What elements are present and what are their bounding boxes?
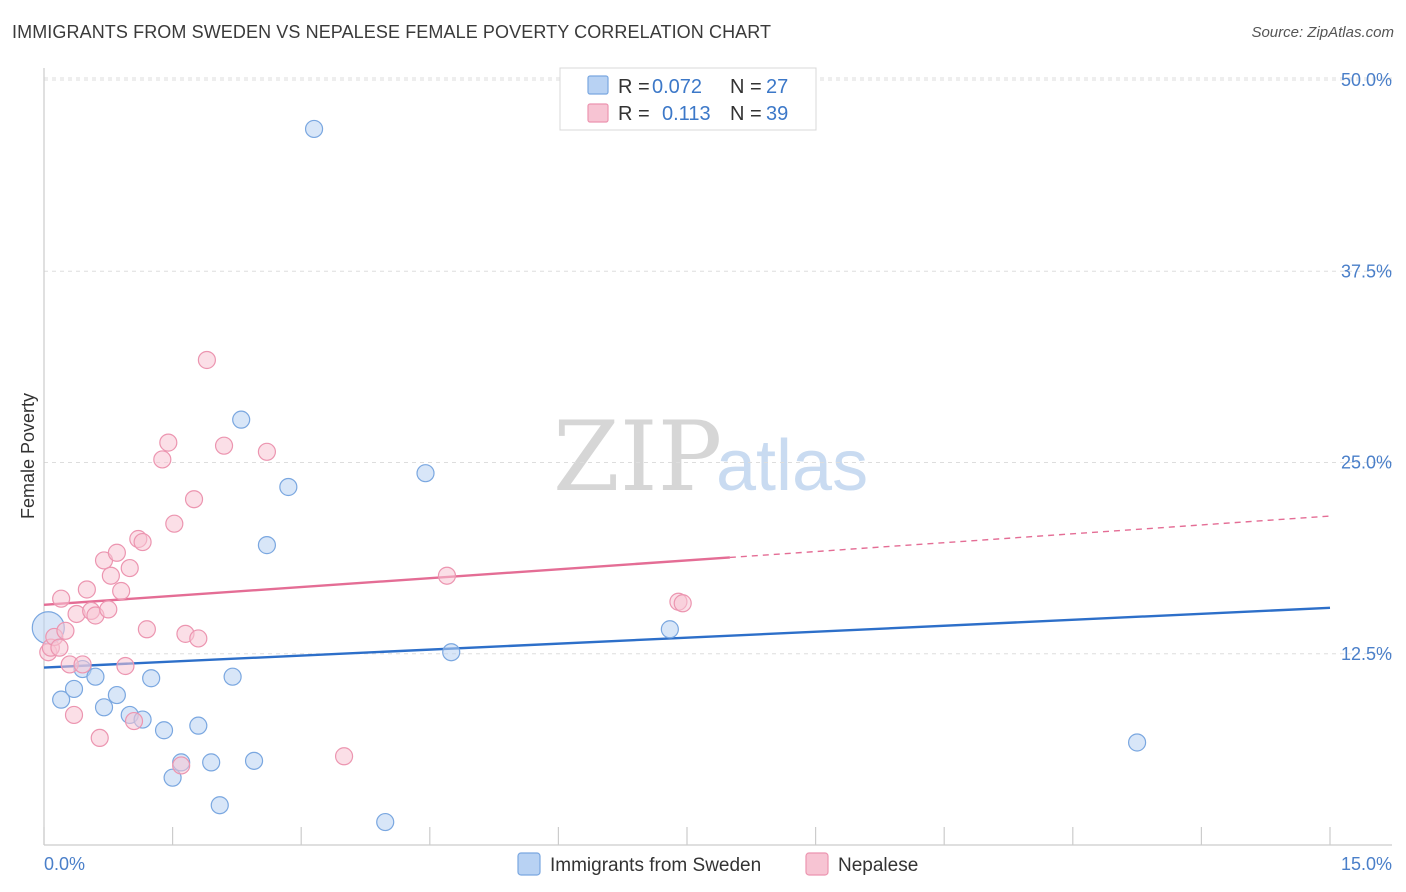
data-point-sweden <box>142 669 161 688</box>
axes: 12.5% 25.0% 37.5% 50.0% <box>43 68 1392 846</box>
bottom-legend: Immigrants from Sweden Nepalese <box>517 852 918 876</box>
data-point-sweden <box>660 620 679 639</box>
data-point-nepalese <box>437 566 457 585</box>
data-point-nepalese <box>159 433 178 452</box>
data-point-sweden <box>189 716 208 735</box>
chart-title: IMMIGRANTS FROM SWEDEN VS NEPALESE FEMAL… <box>12 22 772 42</box>
data-point-nepalese <box>214 436 234 455</box>
data-point-nepalese <box>197 350 216 370</box>
data-points <box>31 119 1147 832</box>
data-point-nepalese <box>73 655 92 674</box>
data-point-sweden <box>210 796 229 815</box>
x-tick-label-max: 15.0% <box>1341 854 1392 874</box>
top-legend: R = 0.072 N = 27 R = 0.113 N = 39 <box>559 67 817 131</box>
data-point-sweden <box>376 812 395 832</box>
watermark-zip: ZIP <box>553 401 722 513</box>
data-point-nepalese <box>112 581 131 601</box>
data-point-nepalese <box>334 747 354 766</box>
y-tick-label: 37.5% <box>1341 261 1392 281</box>
data-point-sweden <box>257 536 277 555</box>
data-point-sweden <box>244 751 264 770</box>
data-point-nepalese <box>184 490 204 509</box>
data-point-nepalese <box>107 543 126 562</box>
data-point-nepalese <box>165 514 184 533</box>
data-point-nepalese <box>64 705 84 725</box>
data-point-nepalese <box>172 756 191 775</box>
y-tick-label: 50.0% <box>1341 70 1392 90</box>
data-point-sweden <box>154 721 174 740</box>
legend-n-value-sweden: 27 <box>766 76 788 98</box>
bottom-legend-swatch-sweden <box>517 852 541 876</box>
bottom-legend-label-sweden: Immigrants from Sweden <box>550 855 761 876</box>
data-point-nepalese <box>120 558 139 578</box>
data-point-sweden <box>442 643 461 662</box>
data-point-nepalese <box>77 580 96 599</box>
legend-r-value-sweden: 0.072 <box>652 76 702 98</box>
legend-r-label-nepalese: R = <box>618 103 650 125</box>
bottom-legend-label-nepalese: Nepalese <box>838 855 918 876</box>
legend-n-label-nepalese: N = <box>730 103 762 125</box>
data-point-sweden <box>64 679 84 699</box>
trend-line-sweden <box>43 606 1331 669</box>
data-point-nepalese <box>257 442 277 461</box>
data-point-nepalese <box>99 600 118 619</box>
y-axis-title: Female Poverty <box>18 393 38 519</box>
watermark-atlas: atlas <box>716 426 868 506</box>
data-point-sweden <box>107 685 126 705</box>
legend-n-value-nepalese: 39 <box>766 103 788 125</box>
data-point-sweden <box>232 410 251 429</box>
legend-swatch-nepalese <box>587 103 609 123</box>
source-credit: Source: ZipAtlas.com <box>1251 24 1394 41</box>
data-point-sweden <box>86 667 105 686</box>
data-point-nepalese <box>116 656 135 676</box>
data-point-nepalese <box>153 450 172 469</box>
data-point-nepalese <box>189 629 208 648</box>
data-point-nepalese <box>52 589 71 608</box>
data-point-sweden <box>202 753 221 772</box>
data-point-nepalese <box>90 728 109 748</box>
y-tick-label: 25.0% <box>1341 453 1392 473</box>
legend-r-value-nepalese: 0.113 <box>662 103 711 125</box>
data-point-nepalese <box>133 532 152 552</box>
data-point-nepalese <box>137 620 156 639</box>
trend-line-nepalese <box>43 556 730 606</box>
x-tick-label-min: 0.0% <box>44 854 85 874</box>
bottom-legend-swatch-nepalese <box>805 852 829 876</box>
data-point-sweden <box>416 464 435 483</box>
trend-line-dashed-nepalese <box>729 515 1331 559</box>
watermark: ZIP atlas <box>553 401 868 513</box>
data-point-sweden <box>52 690 71 709</box>
data-point-nepalese <box>56 621 75 640</box>
data-point-nepalese <box>101 566 120 585</box>
data-point-nepalese <box>50 638 69 657</box>
legend-swatch-sweden <box>587 75 609 95</box>
data-point-sweden <box>94 698 114 717</box>
data-point-nepalese <box>124 711 144 731</box>
legend-r-label-sweden: R = <box>618 76 650 98</box>
data-point-sweden <box>223 667 242 686</box>
y-tick-label: 12.5% <box>1341 644 1392 664</box>
data-point-sweden <box>1127 733 1147 752</box>
data-point-sweden <box>304 119 324 139</box>
legend-n-label-sweden: N = <box>730 76 762 98</box>
gridlines <box>44 77 1392 655</box>
trend-lines <box>43 515 1331 669</box>
data-point-sweden <box>279 477 298 497</box>
data-point-nepalese <box>673 594 692 613</box>
